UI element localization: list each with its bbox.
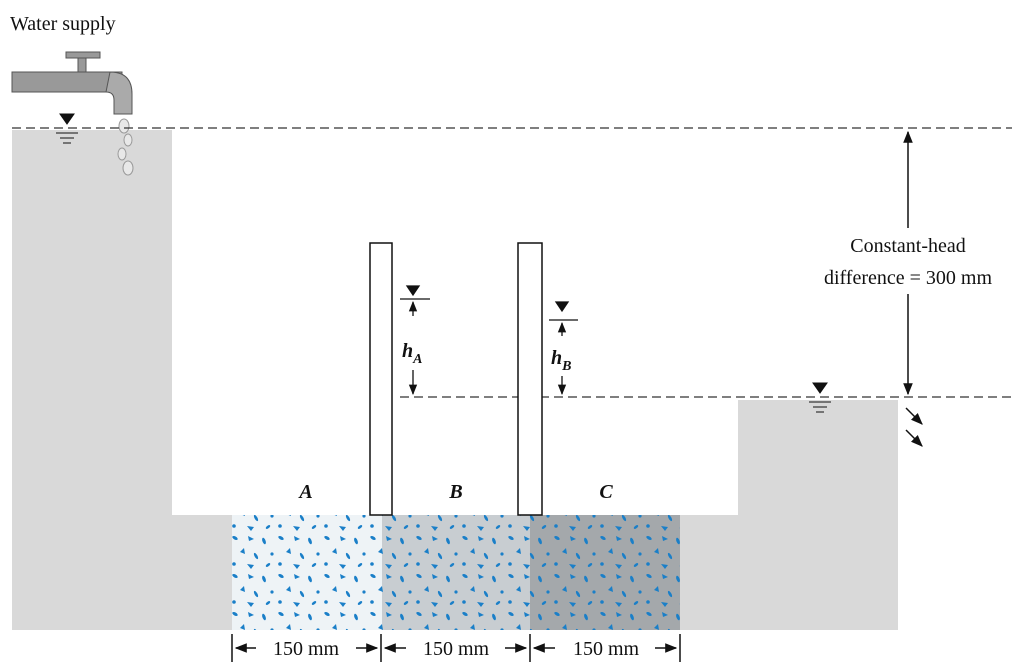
head-label: hB: [551, 347, 571, 374]
layer-label: C: [599, 481, 613, 503]
width-dimension: [231, 634, 681, 662]
width-label: 150 mm: [423, 638, 490, 660]
annotation: difference = 300 mm: [824, 267, 993, 289]
level-symbol: [56, 113, 831, 413]
outflow-arrow: [905, 407, 923, 447]
soil: [232, 515, 680, 630]
width-label: 150 mm: [273, 638, 340, 660]
head-marker: [400, 285, 578, 396]
head-label: hA: [402, 340, 422, 367]
faucet: [11, 51, 134, 176]
piezometer: [369, 242, 543, 516]
label-bg: [800, 228, 1016, 294]
layer-label: A: [297, 481, 312, 503]
title: Water supply: [10, 13, 116, 35]
annotation: Constant-head: [850, 235, 966, 257]
width-label: 150 mm: [573, 638, 640, 660]
layer-label: B: [448, 481, 462, 503]
